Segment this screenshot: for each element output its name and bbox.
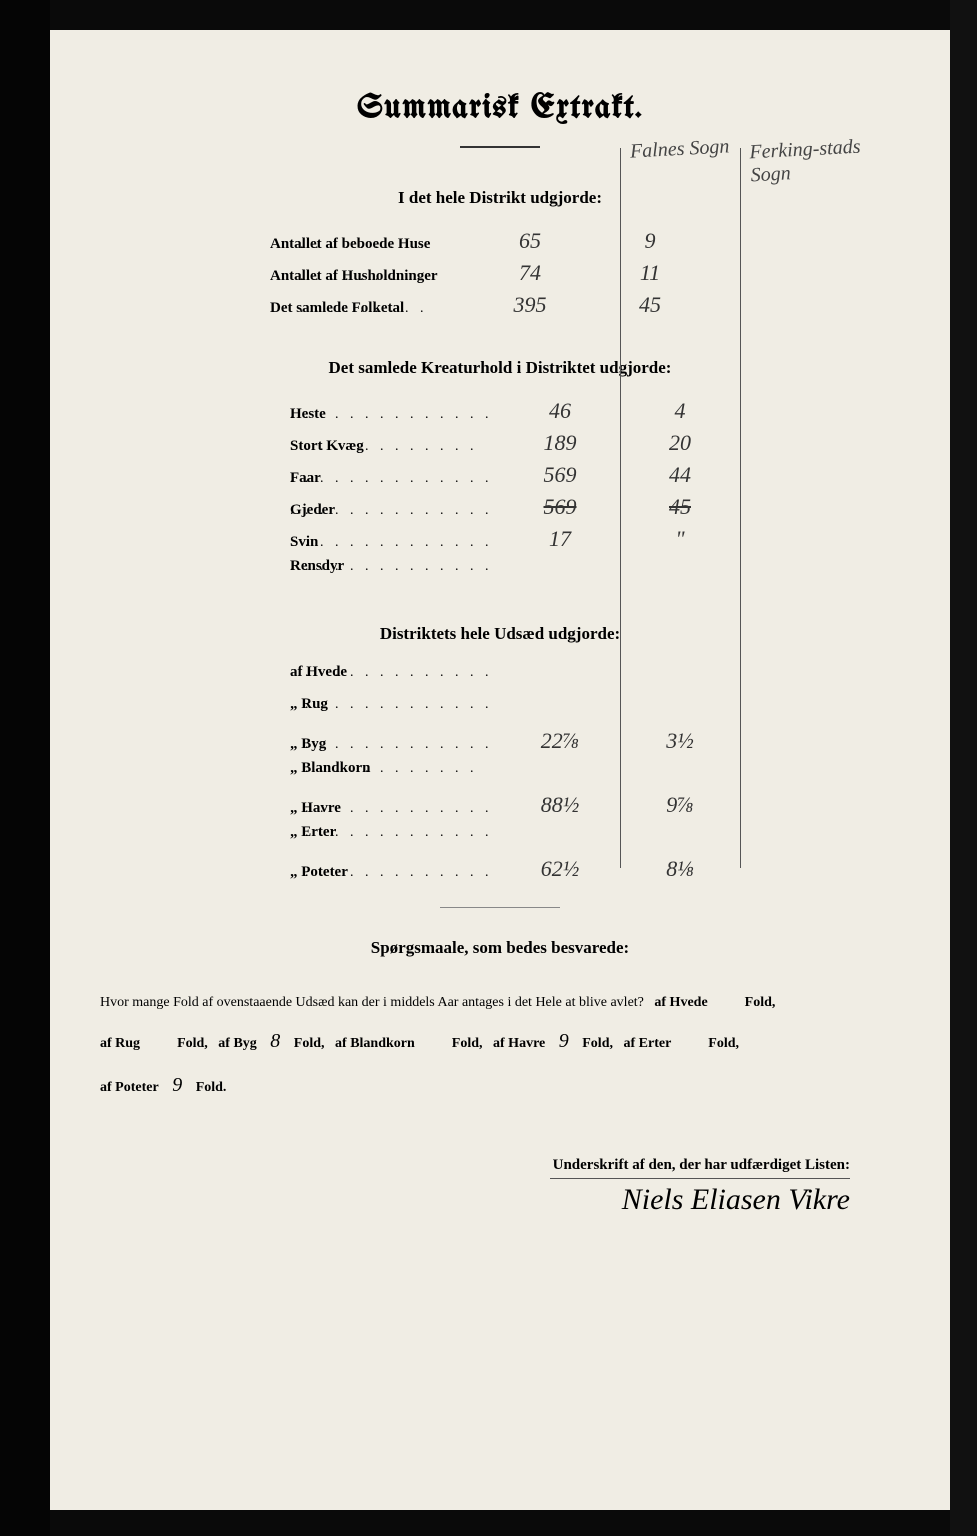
row-value-1: 65 <box>470 228 590 254</box>
row-horses: Heste . . . . . . . . . . . . . . 46 4 <box>120 398 880 424</box>
signature-name: Niels Eliasen Vikre <box>550 1178 850 1217</box>
row-value-2: 4 <box>620 398 740 424</box>
document-page: Summarisk Extrakt. Falnes Sogn Ferking-s… <box>50 30 950 1510</box>
row-goats: Gjeder . . . . . . . . . . . . . . 569 4… <box>120 494 880 520</box>
q-value: 8 <box>260 1019 290 1063</box>
section-head-1: I det hele Distrikt udgjorde: <box>120 188 880 208</box>
row-label: Faar <box>120 470 290 487</box>
row-value-2: 45 <box>620 494 740 520</box>
row-value-1: 189 <box>500 430 620 456</box>
q-unit: Fold, <box>708 1036 739 1051</box>
row-label: Antallet af beboede Huse <box>120 236 300 253</box>
questions-block: Hvor mange Fold af ovenstaaende Udsæd ka… <box>90 988 910 1107</box>
page-title: Summarisk Extrakt. <box>90 90 910 126</box>
row-value-1: 88½ <box>500 792 620 818</box>
row-label: „ Poteter <box>120 864 290 881</box>
row-potatoes: „ Poteter . . . . . . . . . . . . . . 62… <box>120 856 880 882</box>
row-mixgrain: „ Blandkorn . . . . . . . . . . . . . <box>120 760 880 786</box>
row-value-2: 9 <box>590 228 710 254</box>
column-header-2: Ferking-stads Sogn <box>749 135 881 188</box>
row-value-1: 62½ <box>500 856 620 882</box>
row-label: „ Havre <box>120 800 290 817</box>
q-unit: Fold, <box>745 995 776 1010</box>
signature-block: Underskrift af den, der har udfærdiget L… <box>90 1157 910 1217</box>
row-value-1: 46 <box>500 398 620 424</box>
row-label: Gjeder <box>120 502 290 519</box>
title-rule <box>460 146 540 148</box>
row-value-2: 9⅞ <box>620 792 740 818</box>
row-value-2: 45 <box>590 292 710 318</box>
row-label: Det samlede Folketal <box>120 300 300 317</box>
q-label: af Rug <box>100 1036 140 1051</box>
row-label: „ Byg <box>120 736 290 753</box>
row-households: Antallet af Husholdninger . . . . . . . … <box>120 260 880 286</box>
row-value-2: 20 <box>620 430 740 456</box>
row-value-1: 22⅞ <box>500 728 620 754</box>
column-header-1: Falnes Sogn <box>629 135 730 163</box>
q-label: af Poteter <box>100 1080 159 1095</box>
row-wheat: af Hvede . . . . . . . . . . . . . . <box>120 664 880 690</box>
q-unit: Fold, <box>177 1036 208 1051</box>
row-houses: Antallet af beboede Huse . . . . . . . .… <box>120 228 880 254</box>
q-label: af Erter <box>623 1036 671 1051</box>
row-value-2: 8⅛ <box>620 856 740 882</box>
column-rule-1 <box>620 148 621 868</box>
section-head-3: Distriktets hele Udsæd udgjorde: <box>120 624 880 644</box>
row-population: Det samlede Folketal . . . . . . . . . 3… <box>120 292 880 318</box>
row-pigs: Svin . . . . . . . . . . . . . . 17 " <box>120 526 880 552</box>
q-value: 9 <box>549 1019 579 1063</box>
signature-label: Underskrift af den, der har udfærdiget L… <box>90 1157 850 1174</box>
row-label: „ Blandkorn <box>120 760 290 777</box>
row-value-1: 569 <box>500 494 620 520</box>
row-label: Svin <box>120 534 290 551</box>
column-rule-2 <box>740 148 741 868</box>
row-value-2: 44 <box>620 462 740 488</box>
row-value-1: 17 <box>500 526 620 552</box>
row-label: Stort Kvæg <box>120 438 290 455</box>
questions-head: Spørgsmaale, som bedes besvarede: <box>90 938 910 958</box>
section-head-2: Det samlede Kreaturhold i Distriktet udg… <box>120 358 880 378</box>
row-peas: „ Erter . . . . . . . . . . . . . . <box>120 824 880 850</box>
row-label: Rensdyr <box>120 558 290 575</box>
row-value-1: 395 <box>470 292 590 318</box>
row-label: „ Rug <box>120 696 290 713</box>
q-label: af Hvede <box>654 995 707 1010</box>
q-label: af Byg <box>218 1036 257 1051</box>
row-reindeer: Rensdyr . . . . . . . . . . . . . . <box>120 558 880 584</box>
row-value-2: 11 <box>590 260 710 286</box>
row-label: af Hvede <box>120 664 290 681</box>
scan-edge-right <box>950 0 977 1536</box>
question-intro: Hvor mange Fold af ovenstaaende Udsæd ka… <box>100 995 644 1010</box>
q-label: af Havre <box>493 1036 545 1051</box>
row-value-1: 74 <box>470 260 590 286</box>
row-label: „ Erter <box>120 824 290 841</box>
q-unit: Fold, <box>294 1036 325 1051</box>
q-unit: Fold. <box>196 1080 227 1095</box>
row-barley: „ Byg . . . . . . . . . . . . . . 22⅞ 3½ <box>120 728 880 754</box>
q-value: 9 <box>162 1063 192 1107</box>
row-value-2: 3½ <box>620 728 740 754</box>
row-label: Antallet af Husholdninger <box>120 268 300 285</box>
row-label: Heste <box>120 406 290 423</box>
row-cattle: Stort Kvæg . . . . . . . . . . . . . 189… <box>120 430 880 456</box>
separator-rule <box>440 907 560 908</box>
row-rye: „ Rug . . . . . . . . . . . . . . <box>120 696 880 722</box>
row-oats: „ Havre . . . . . . . . . . . . . . 88½ … <box>120 792 880 818</box>
q-unit: Fold, <box>452 1036 483 1051</box>
row-sheep: Faar . . . . . . . . . . . . . . 569 44 <box>120 462 880 488</box>
q-label: af Blandkorn <box>335 1036 415 1051</box>
scan-edge-left <box>0 0 50 1536</box>
row-value-2: " <box>620 526 740 552</box>
q-unit: Fold, <box>582 1036 613 1051</box>
row-value-1: 569 <box>500 462 620 488</box>
form-area: Falnes Sogn Ferking-stads Sogn I det hel… <box>120 188 880 908</box>
